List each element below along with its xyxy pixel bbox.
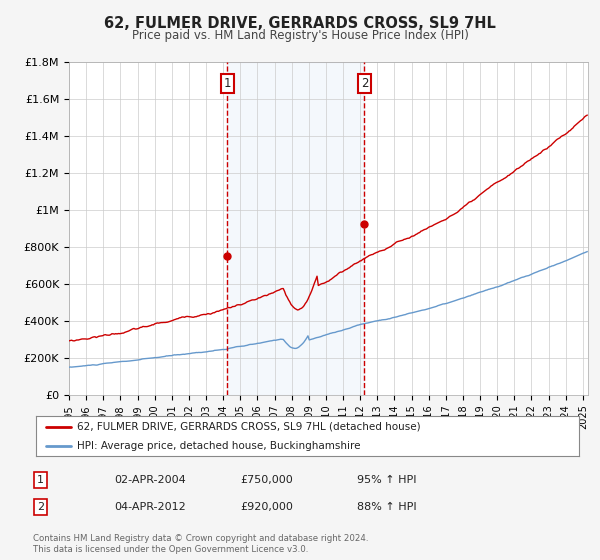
Text: £750,000: £750,000 bbox=[240, 475, 293, 485]
Text: 1: 1 bbox=[37, 475, 44, 485]
Text: £920,000: £920,000 bbox=[240, 502, 293, 512]
Text: Contains HM Land Registry data © Crown copyright and database right 2024.: Contains HM Land Registry data © Crown c… bbox=[33, 534, 368, 543]
Text: 02-APR-2004: 02-APR-2004 bbox=[114, 475, 186, 485]
Text: 62, FULMER DRIVE, GERRARDS CROSS, SL9 7HL (detached house): 62, FULMER DRIVE, GERRARDS CROSS, SL9 7H… bbox=[77, 422, 421, 432]
Text: This data is licensed under the Open Government Licence v3.0.: This data is licensed under the Open Gov… bbox=[33, 545, 308, 554]
Text: 62, FULMER DRIVE, GERRARDS CROSS, SL9 7HL: 62, FULMER DRIVE, GERRARDS CROSS, SL9 7H… bbox=[104, 16, 496, 31]
Text: 88% ↑ HPI: 88% ↑ HPI bbox=[357, 502, 416, 512]
Text: HPI: Average price, detached house, Buckinghamshire: HPI: Average price, detached house, Buck… bbox=[77, 441, 360, 450]
Text: 95% ↑ HPI: 95% ↑ HPI bbox=[357, 475, 416, 485]
Text: 04-APR-2012: 04-APR-2012 bbox=[114, 502, 186, 512]
Text: 2: 2 bbox=[37, 502, 44, 512]
Text: 1: 1 bbox=[224, 77, 231, 90]
Bar bbox=[227, 62, 364, 395]
Text: 2: 2 bbox=[361, 77, 368, 90]
Text: Price paid vs. HM Land Registry's House Price Index (HPI): Price paid vs. HM Land Registry's House … bbox=[131, 29, 469, 42]
